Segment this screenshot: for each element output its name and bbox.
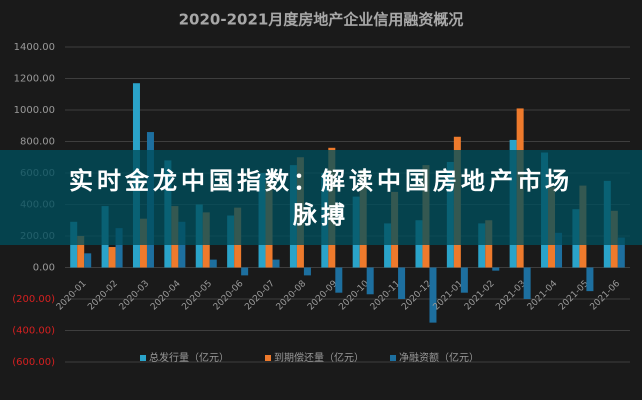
bar [84,253,92,268]
bar [384,223,392,268]
bar [478,223,486,268]
x-tick-label: 2020-09 [306,279,340,313]
banner-text: 实时金龙中国指数：解读中国房地产市场脉搏 [69,166,573,229]
bar [429,267,437,323]
y-tick-label: 1400.00 [14,42,55,53]
x-tick-label: 2020-01 [55,279,89,313]
bar [209,259,217,268]
x-tick-label: 2020-03 [118,279,152,313]
bar [492,267,500,271]
x-tick-label: 2020-10 [337,279,371,313]
y-tick-label: 0.00 [33,263,55,274]
bar [617,237,625,268]
bar [586,267,594,292]
bar [115,228,123,268]
x-tick-label: 2021-06 [589,279,623,313]
legend-swatch [140,355,146,361]
y-tick-label: (200.00) [12,294,55,305]
x-tick-label: 2020-08 [275,279,309,313]
bar [272,259,280,268]
y-tick-label: 1200.00 [14,74,55,85]
x-tick-label: 2021-03 [494,279,528,313]
x-tick-label: 2021-05 [557,279,591,313]
x-tick-label: 2020-05 [180,279,214,313]
y-tick-label: (400.00) [12,326,55,337]
y-tick-label: 1000.00 [14,105,55,116]
legend-label: 总发行量（亿元） [149,351,229,364]
bar [241,267,249,276]
bar [303,267,311,276]
legend-label: 到期偿还量（亿元） [274,351,364,364]
banner: 实时金龙中国指数：解读中国房地产市场脉搏 [0,150,642,245]
x-tick-label: 2021-02 [463,279,497,313]
x-tick-label: 2020-07 [243,279,277,313]
bar [555,232,563,268]
legend-swatch [265,355,271,361]
legend-swatch [390,355,396,361]
bar [460,267,468,293]
chart-title: 2020-2021月度房地产企业信用融资概况 [179,11,464,29]
bar [335,267,343,293]
x-tick-label: 2021-01 [432,279,466,313]
y-tick-label: 800.00 [20,137,55,148]
bar [523,267,531,299]
x-tick-label: 2020-02 [86,279,120,313]
bar [108,247,116,268]
bar [398,267,406,299]
x-tick-label: 2020-06 [212,279,246,313]
legend-label: 净融资额（亿元） [399,351,479,364]
bar [77,236,85,268]
x-tick-label: 2021-04 [526,279,560,313]
y-tick-label: (600.00) [12,357,55,368]
x-tick-label: 2020-04 [149,279,183,313]
x-tick-label: 2020-12 [400,279,434,313]
bar [366,267,374,295]
x-tick-label: 2020-11 [369,279,403,313]
